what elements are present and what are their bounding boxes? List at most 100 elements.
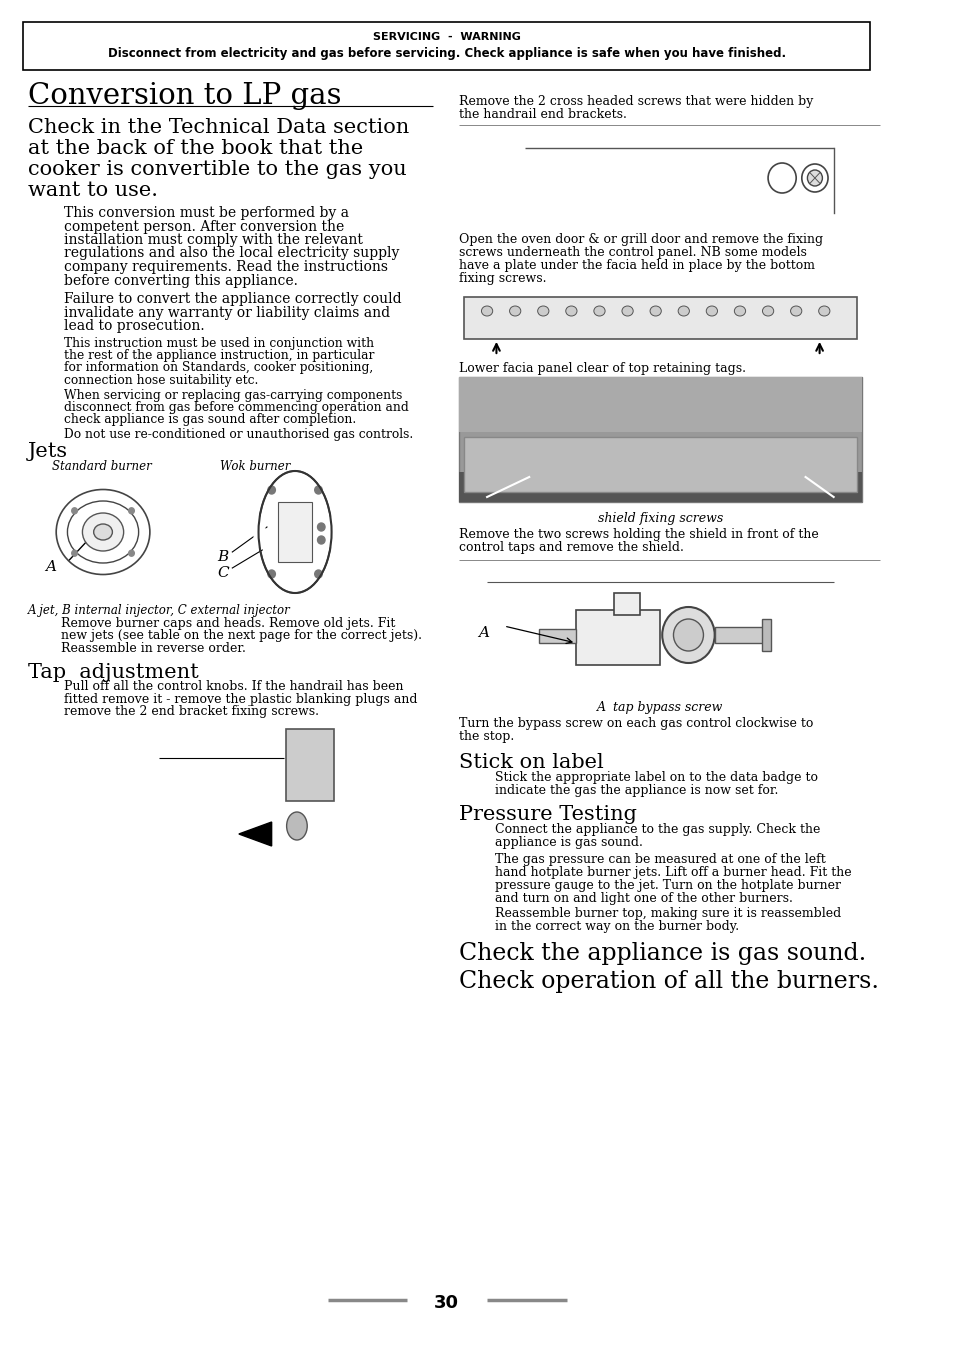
Ellipse shape	[818, 305, 829, 316]
Text: company requirements. Read the instructions: company requirements. Read the instructi…	[64, 259, 387, 274]
Text: Check the appliance is gas sound.: Check the appliance is gas sound.	[458, 942, 865, 965]
Text: indicate the gas the appliance is now set for.: indicate the gas the appliance is now se…	[494, 784, 777, 797]
Ellipse shape	[258, 471, 332, 593]
Circle shape	[71, 550, 77, 557]
Circle shape	[129, 508, 134, 513]
Ellipse shape	[621, 305, 633, 316]
Text: This instruction must be used in conjunction with: This instruction must be used in conjunc…	[64, 336, 374, 350]
Circle shape	[314, 570, 322, 578]
Text: Standard burner: Standard burner	[51, 459, 152, 473]
Bar	[285, 730, 335, 801]
Bar	[458, 377, 861, 503]
Text: want to use.: want to use.	[28, 181, 158, 200]
Text: at the back of the book that the: at the back of the book that the	[28, 139, 363, 158]
Bar	[714, 627, 765, 643]
Text: in the correct way on the burner body.: in the correct way on the burner body.	[494, 920, 738, 934]
Text: have a plate under the facia held in place by the bottom: have a plate under the facia held in pla…	[458, 259, 814, 272]
Text: Turn the bypass screw on each gas control clockwise to: Turn the bypass screw on each gas contro…	[458, 717, 813, 730]
Text: A  tap bypass screw: A tap bypass screw	[597, 701, 722, 713]
Bar	[458, 570, 861, 694]
Text: Do not use re-conditioned or unauthorised gas controls.: Do not use re-conditioned or unauthorise…	[64, 428, 413, 440]
Ellipse shape	[649, 305, 660, 316]
Text: Pull off all the control knobs. If the handrail has been: Pull off all the control knobs. If the h…	[64, 681, 403, 693]
Text: Stick on label: Stick on label	[458, 753, 603, 771]
Ellipse shape	[509, 305, 520, 316]
Text: disconnect from gas before commencing operation and: disconnect from gas before commencing op…	[64, 401, 408, 413]
Text: Open the oven door & or grill door and remove the fixing: Open the oven door & or grill door and r…	[458, 232, 822, 246]
Text: Connect the appliance to the gas supply. Check the: Connect the appliance to the gas supply.…	[494, 823, 819, 836]
Text: The gas pressure can be measured at one of the left: The gas pressure can be measured at one …	[494, 852, 824, 866]
Text: cooker is convertible to the gas you: cooker is convertible to the gas you	[28, 159, 406, 178]
Text: hand hotplate burner jets. Lift off a burner head. Fit the: hand hotplate burner jets. Lift off a bu…	[494, 866, 850, 880]
Circle shape	[673, 619, 702, 651]
Ellipse shape	[537, 305, 548, 316]
Text: Pressure Testing: Pressure Testing	[458, 805, 637, 824]
Text: Reassemble in reverse order.: Reassemble in reverse order.	[61, 642, 246, 655]
Bar	[463, 436, 856, 492]
Text: Remove the two screws holding the shield in front of the: Remove the two screws holding the shield…	[458, 528, 818, 540]
Bar	[278, 503, 312, 562]
Circle shape	[767, 163, 796, 193]
Text: Disconnect from electricity and gas before servicing. Check appliance is safe wh: Disconnect from electricity and gas befo…	[108, 47, 785, 59]
Text: for information on Standards, cooker positioning,: for information on Standards, cooker pos…	[64, 362, 373, 374]
Text: invalidate any warranty or liability claims and: invalidate any warranty or liability cla…	[64, 305, 390, 319]
Text: pressure gauge to the jet. Turn on the hotplate burner: pressure gauge to the jet. Turn on the h…	[494, 880, 840, 892]
Circle shape	[806, 170, 821, 186]
Text: Wok burner: Wok burner	[220, 459, 291, 473]
Bar	[477, 132, 842, 218]
Circle shape	[129, 550, 134, 557]
Circle shape	[314, 486, 322, 494]
Text: installation must comply with the relevant: installation must comply with the releva…	[64, 232, 362, 247]
Text: Reassemble burner top, making sure it is reassembled: Reassemble burner top, making sure it is…	[494, 907, 840, 920]
Circle shape	[317, 536, 325, 544]
Text: connection hose suitability etc.: connection hose suitability etc.	[64, 374, 258, 386]
Ellipse shape	[56, 489, 150, 574]
Ellipse shape	[481, 305, 492, 316]
Text: control taps and remove the shield.: control taps and remove the shield.	[458, 540, 683, 554]
Text: check appliance is gas sound after completion.: check appliance is gas sound after compl…	[64, 413, 355, 427]
Ellipse shape	[593, 305, 604, 316]
Text: Check operation of all the burners.: Check operation of all the burners.	[458, 970, 878, 993]
Ellipse shape	[565, 305, 577, 316]
Ellipse shape	[734, 305, 745, 316]
Text: new jets (see table on the next page for the correct jets).: new jets (see table on the next page for…	[61, 630, 421, 643]
Ellipse shape	[790, 305, 801, 316]
Text: B: B	[217, 550, 229, 563]
Ellipse shape	[82, 513, 124, 551]
Text: the stop.: the stop.	[458, 730, 514, 743]
Bar	[760, 619, 770, 651]
Text: Conversion to LP gas: Conversion to LP gas	[28, 82, 341, 109]
Bar	[538, 630, 576, 643]
Text: Lower facia panel clear of top retaining tags.: Lower facia panel clear of top retaining…	[458, 362, 745, 376]
Text: the rest of the appliance instruction, in particular: the rest of the appliance instruction, i…	[64, 349, 374, 362]
Ellipse shape	[325, 517, 335, 547]
Text: fitted remove it - remove the plastic blanking plugs and: fitted remove it - remove the plastic bl…	[64, 693, 416, 707]
Text: A: A	[477, 626, 488, 640]
Text: A jet, B internal injector, C external injector: A jet, B internal injector, C external i…	[28, 604, 291, 617]
Text: shield fixing screws: shield fixing screws	[598, 512, 722, 526]
Ellipse shape	[253, 517, 265, 547]
Text: When servicing or replacing gas-carrying components: When servicing or replacing gas-carrying…	[64, 389, 401, 401]
Text: screws underneath the control panel. NB some models: screws underneath the control panel. NB …	[458, 246, 806, 259]
Polygon shape	[238, 821, 272, 846]
Bar	[24, 22, 869, 70]
Bar	[576, 611, 659, 665]
Text: fixing screws.: fixing screws.	[458, 272, 546, 285]
Text: SERVICING  -  WARNING: SERVICING - WARNING	[373, 32, 520, 42]
Bar	[463, 297, 856, 339]
Ellipse shape	[678, 305, 689, 316]
Circle shape	[317, 523, 325, 531]
Text: Failure to convert the appliance correctly could: Failure to convert the appliance correct…	[64, 292, 401, 305]
Text: Remove burner caps and heads. Remove old jets. Fit: Remove burner caps and heads. Remove old…	[61, 617, 395, 630]
Text: and turn on and light one of the other burners.: and turn on and light one of the other b…	[494, 892, 792, 905]
Circle shape	[268, 486, 275, 494]
Text: Remove the 2 cross headed screws that were hidden by: Remove the 2 cross headed screws that we…	[458, 95, 813, 108]
Bar	[458, 471, 861, 503]
Text: Jets: Jets	[28, 442, 69, 461]
Text: This conversion must be performed by a: This conversion must be performed by a	[64, 205, 349, 220]
Bar	[458, 377, 861, 432]
Ellipse shape	[68, 501, 138, 563]
Bar	[613, 593, 639, 615]
Text: Tap  adjustment: Tap adjustment	[28, 662, 198, 681]
Ellipse shape	[286, 812, 307, 840]
